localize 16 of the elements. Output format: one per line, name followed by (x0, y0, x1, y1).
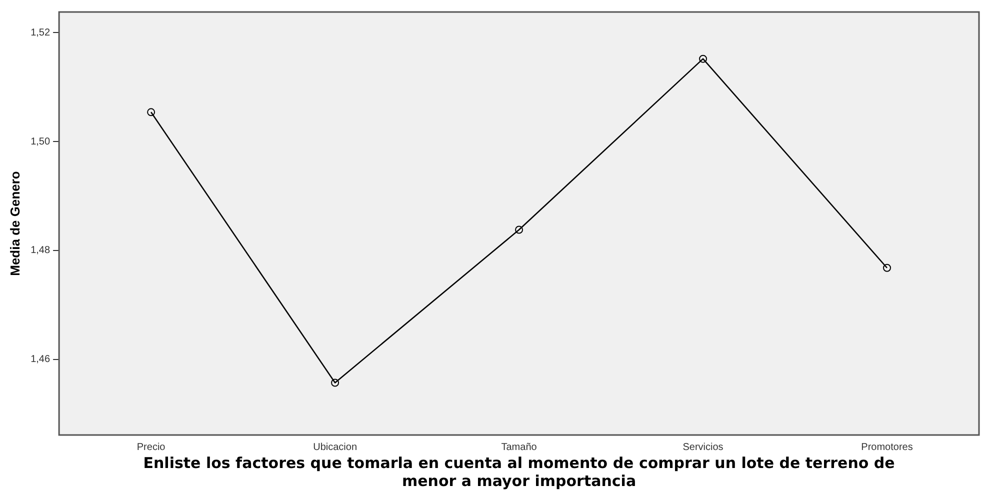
x-tick-label: Promotores (861, 442, 913, 453)
point (699, 54, 708, 63)
y-tick-label: 1,48 (30, 245, 50, 256)
x-tick-label: Precio (136, 442, 166, 453)
x-tick-label: Ubicacion (313, 442, 358, 453)
x-tick-label: Servicios (682, 442, 724, 453)
y-tick-label: 1,46 (30, 354, 50, 366)
x-tick-label: Tamaño (501, 442, 538, 453)
point (515, 226, 524, 234)
y-tick-label: 1,52 (30, 27, 50, 38)
x-axis-title: Enliste los factores que tomarla en cuenta al momento de comprar un lote de terreno de menor a mayor importancia (143, 454, 895, 490)
y-axis-title: Media de Genero (7, 171, 22, 276)
y-tick-label: 1,50 (30, 136, 50, 148)
point (883, 264, 892, 272)
point (331, 378, 340, 387)
point (147, 108, 156, 116)
